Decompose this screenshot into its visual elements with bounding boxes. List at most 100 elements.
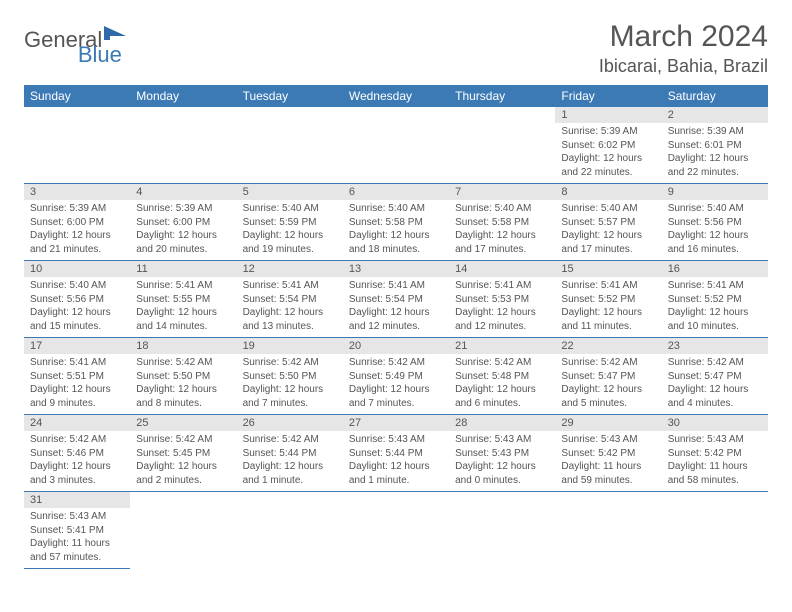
sunrise-line: Sunrise: 5:42 AM bbox=[30, 433, 124, 447]
day-number: 1 bbox=[555, 107, 661, 123]
calendar-day: 13Sunrise: 5:41 AMSunset: 5:54 PMDayligh… bbox=[343, 261, 449, 338]
calendar-day: 6Sunrise: 5:40 AMSunset: 5:58 PMDaylight… bbox=[343, 184, 449, 261]
calendar-day: 12Sunrise: 5:41 AMSunset: 5:54 PMDayligh… bbox=[237, 261, 343, 338]
calendar-day: 16Sunrise: 5:41 AMSunset: 5:52 PMDayligh… bbox=[662, 261, 768, 338]
sunrise-line: Sunrise: 5:41 AM bbox=[30, 356, 124, 370]
day-number: 13 bbox=[343, 261, 449, 277]
day-number: 7 bbox=[449, 184, 555, 200]
daylight-line-1: Daylight: 12 hours bbox=[30, 383, 124, 397]
day-number: 16 bbox=[662, 261, 768, 277]
daylight-line-1: Daylight: 12 hours bbox=[455, 460, 549, 474]
sunset-line: Sunset: 6:01 PM bbox=[668, 139, 762, 153]
sunset-line: Sunset: 5:54 PM bbox=[349, 293, 443, 307]
sunset-line: Sunset: 6:00 PM bbox=[136, 216, 230, 230]
calendar-week: 10Sunrise: 5:40 AMSunset: 5:56 PMDayligh… bbox=[24, 261, 768, 338]
day-number: 30 bbox=[662, 415, 768, 431]
sunset-line: Sunset: 5:57 PM bbox=[561, 216, 655, 230]
daylight-line-2: and 10 minutes. bbox=[668, 320, 762, 334]
day-number: 31 bbox=[24, 492, 130, 508]
sunset-line: Sunset: 5:59 PM bbox=[243, 216, 337, 230]
day-details: Sunrise: 5:42 AMSunset: 5:48 PMDaylight:… bbox=[449, 354, 555, 414]
day-number: 21 bbox=[449, 338, 555, 354]
day-header: Friday bbox=[555, 85, 661, 107]
daylight-line-2: and 22 minutes. bbox=[561, 166, 655, 180]
daylight-line-2: and 17 minutes. bbox=[561, 243, 655, 257]
calendar-day-empty bbox=[662, 492, 768, 569]
sunset-line: Sunset: 5:58 PM bbox=[349, 216, 443, 230]
day-number: 23 bbox=[662, 338, 768, 354]
calendar-week: 31Sunrise: 5:43 AMSunset: 5:41 PMDayligh… bbox=[24, 492, 768, 569]
day-number: 3 bbox=[24, 184, 130, 200]
calendar-day: 18Sunrise: 5:42 AMSunset: 5:50 PMDayligh… bbox=[130, 338, 236, 415]
sunrise-line: Sunrise: 5:40 AM bbox=[30, 279, 124, 293]
day-number: 11 bbox=[130, 261, 236, 277]
calendar-day: 24Sunrise: 5:42 AMSunset: 5:46 PMDayligh… bbox=[24, 415, 130, 492]
day-details: Sunrise: 5:40 AMSunset: 5:56 PMDaylight:… bbox=[662, 200, 768, 260]
sunrise-line: Sunrise: 5:43 AM bbox=[668, 433, 762, 447]
daylight-line-2: and 12 minutes. bbox=[455, 320, 549, 334]
daylight-line-2: and 3 minutes. bbox=[30, 474, 124, 488]
day-number: 20 bbox=[343, 338, 449, 354]
calendar-day-empty bbox=[555, 492, 661, 569]
sunrise-line: Sunrise: 5:39 AM bbox=[30, 202, 124, 216]
daylight-line-1: Daylight: 12 hours bbox=[30, 229, 124, 243]
day-number: 25 bbox=[130, 415, 236, 431]
daylight-line-1: Daylight: 12 hours bbox=[668, 152, 762, 166]
daylight-line-2: and 0 minutes. bbox=[455, 474, 549, 488]
daylight-line-1: Daylight: 12 hours bbox=[243, 306, 337, 320]
sunset-line: Sunset: 5:48 PM bbox=[455, 370, 549, 384]
daylight-line-1: Daylight: 12 hours bbox=[561, 229, 655, 243]
calendar-day: 27Sunrise: 5:43 AMSunset: 5:44 PMDayligh… bbox=[343, 415, 449, 492]
daylight-line-1: Daylight: 12 hours bbox=[349, 229, 443, 243]
sunrise-line: Sunrise: 5:41 AM bbox=[136, 279, 230, 293]
day-number: 9 bbox=[662, 184, 768, 200]
sunset-line: Sunset: 5:53 PM bbox=[455, 293, 549, 307]
day-number: 5 bbox=[237, 184, 343, 200]
sunset-line: Sunset: 5:42 PM bbox=[668, 447, 762, 461]
day-details: Sunrise: 5:41 AMSunset: 5:54 PMDaylight:… bbox=[237, 277, 343, 337]
day-header: Wednesday bbox=[343, 85, 449, 107]
calendar-week: 17Sunrise: 5:41 AMSunset: 5:51 PMDayligh… bbox=[24, 338, 768, 415]
day-details: Sunrise: 5:40 AMSunset: 5:58 PMDaylight:… bbox=[449, 200, 555, 260]
daylight-line-1: Daylight: 12 hours bbox=[668, 229, 762, 243]
sunrise-line: Sunrise: 5:42 AM bbox=[136, 356, 230, 370]
day-details: Sunrise: 5:42 AMSunset: 5:47 PMDaylight:… bbox=[555, 354, 661, 414]
sunset-line: Sunset: 5:52 PM bbox=[668, 293, 762, 307]
daylight-line-1: Daylight: 12 hours bbox=[349, 306, 443, 320]
day-header: Tuesday bbox=[237, 85, 343, 107]
calendar-day: 14Sunrise: 5:41 AMSunset: 5:53 PMDayligh… bbox=[449, 261, 555, 338]
sunrise-line: Sunrise: 5:41 AM bbox=[455, 279, 549, 293]
day-details: Sunrise: 5:42 AMSunset: 5:45 PMDaylight:… bbox=[130, 431, 236, 491]
calendar-day: 21Sunrise: 5:42 AMSunset: 5:48 PMDayligh… bbox=[449, 338, 555, 415]
day-header: Thursday bbox=[449, 85, 555, 107]
daylight-line-2: and 8 minutes. bbox=[136, 397, 230, 411]
sunset-line: Sunset: 5:44 PM bbox=[243, 447, 337, 461]
page-header: General March 2024 Ibicarai, Bahia, Braz… bbox=[24, 20, 768, 77]
day-number: 19 bbox=[237, 338, 343, 354]
day-details: Sunrise: 5:40 AMSunset: 5:59 PMDaylight:… bbox=[237, 200, 343, 260]
calendar-day: 9Sunrise: 5:40 AMSunset: 5:56 PMDaylight… bbox=[662, 184, 768, 261]
sunset-line: Sunset: 5:43 PM bbox=[455, 447, 549, 461]
daylight-line-1: Daylight: 12 hours bbox=[668, 306, 762, 320]
day-details: Sunrise: 5:41 AMSunset: 5:54 PMDaylight:… bbox=[343, 277, 449, 337]
day-number: 4 bbox=[130, 184, 236, 200]
day-details: Sunrise: 5:41 AMSunset: 5:52 PMDaylight:… bbox=[555, 277, 661, 337]
daylight-line-2: and 22 minutes. bbox=[668, 166, 762, 180]
daylight-line-2: and 19 minutes. bbox=[243, 243, 337, 257]
daylight-line-1: Daylight: 12 hours bbox=[668, 383, 762, 397]
day-number: 8 bbox=[555, 184, 661, 200]
calendar-day: 8Sunrise: 5:40 AMSunset: 5:57 PMDaylight… bbox=[555, 184, 661, 261]
sunrise-line: Sunrise: 5:43 AM bbox=[455, 433, 549, 447]
calendar-day: 15Sunrise: 5:41 AMSunset: 5:52 PMDayligh… bbox=[555, 261, 661, 338]
calendar-day: 30Sunrise: 5:43 AMSunset: 5:42 PMDayligh… bbox=[662, 415, 768, 492]
sunset-line: Sunset: 5:44 PM bbox=[349, 447, 443, 461]
day-details: Sunrise: 5:42 AMSunset: 5:47 PMDaylight:… bbox=[662, 354, 768, 414]
day-details: Sunrise: 5:39 AMSunset: 6:01 PMDaylight:… bbox=[662, 123, 768, 183]
sunrise-line: Sunrise: 5:41 AM bbox=[561, 279, 655, 293]
daylight-line-2: and 4 minutes. bbox=[668, 397, 762, 411]
sunrise-line: Sunrise: 5:39 AM bbox=[561, 125, 655, 139]
day-details: Sunrise: 5:40 AMSunset: 5:56 PMDaylight:… bbox=[24, 277, 130, 337]
daylight-line-1: Daylight: 12 hours bbox=[243, 460, 337, 474]
daylight-line-1: Daylight: 11 hours bbox=[561, 460, 655, 474]
daylight-line-1: Daylight: 12 hours bbox=[136, 306, 230, 320]
